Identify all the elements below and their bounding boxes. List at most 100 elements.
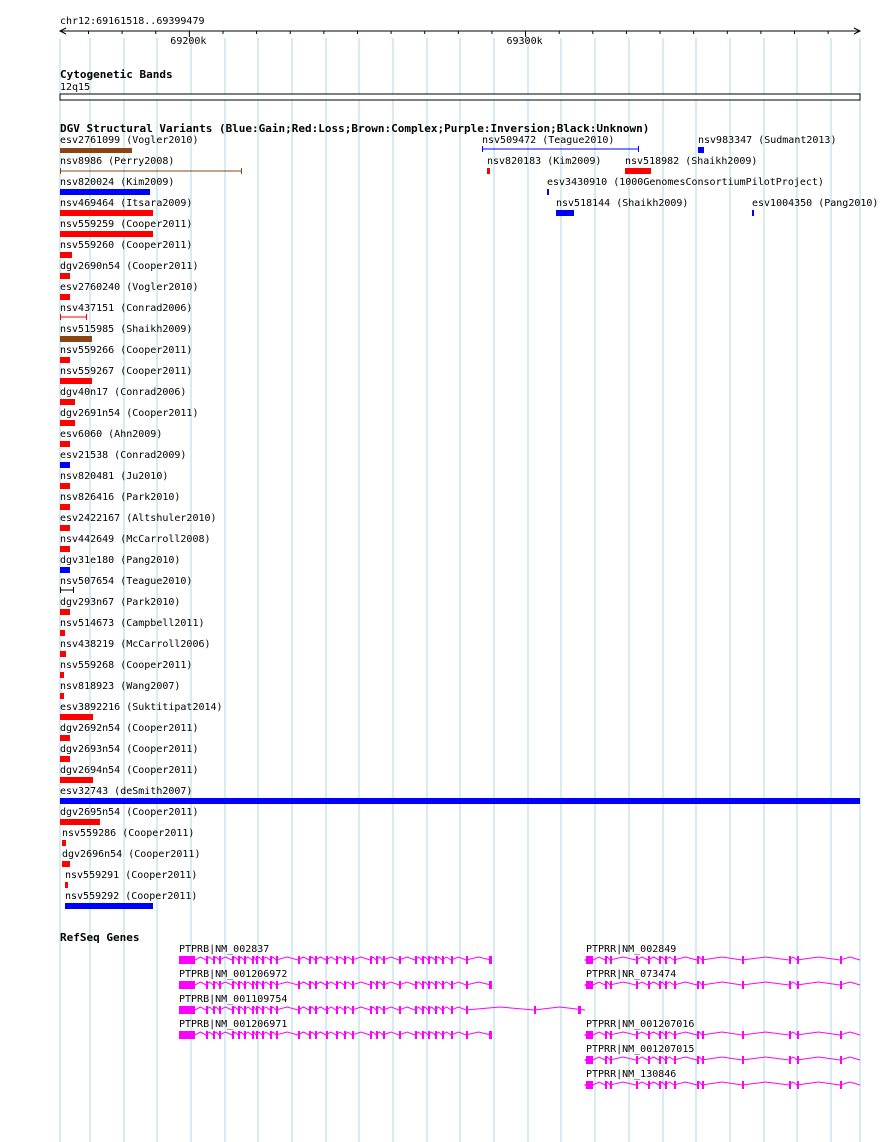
dgv-variant-label[interactable]: esv21538 (Conrad2009): [60, 450, 186, 461]
dgv-variant-label[interactable]: dgv31e180 (Pang2010): [60, 555, 180, 566]
dgv-variant-label[interactable]: nsv469464 (Itsara2009): [60, 198, 192, 209]
dgv-variant-label[interactable]: dgv2691n54 (Cooper2011): [60, 408, 198, 419]
dgv-variant-label[interactable]: nsv518982 (Shaikh2009): [625, 156, 757, 167]
dgv-variant-glyph[interactable]: [556, 210, 574, 216]
dgv-variant-glyph[interactable]: [60, 252, 72, 258]
dgv-variant-glyph[interactable]: [60, 210, 153, 216]
dgv-variant-label[interactable]: nsv559266 (Cooper2011): [60, 345, 192, 356]
dgv-variant-label[interactable]: esv3430910 (1000GenomesConsortiumPilotPr…: [547, 177, 824, 188]
dgv-variant-label[interactable]: nsv514673 (Campbell2011): [60, 618, 205, 629]
dgv-variant-glyph[interactable]: [60, 609, 70, 615]
ruler-right-arrow-icon[interactable]: [853, 27, 862, 35]
dgv-variant-label[interactable]: dgv2690n54 (Cooper2011): [60, 261, 198, 272]
dgv-variant-label[interactable]: dgv2695n54 (Cooper2011): [60, 807, 198, 818]
dgv-variant-label[interactable]: nsv509472 (Teague2010): [482, 135, 614, 146]
gene-glyph[interactable]: [179, 981, 492, 989]
dgv-variant-label[interactable]: nsv826416 (Park2010): [60, 492, 180, 503]
dgv-variant-label[interactable]: esv2761099 (Vogler2010): [60, 135, 198, 146]
dgv-variant-label[interactable]: nsv820481 (Ju2010): [60, 471, 168, 482]
dgv-variant-glyph[interactable]: [487, 168, 490, 174]
gene-glyph[interactable]: [179, 1006, 586, 1014]
dgv-variant-glyph[interactable]: [60, 504, 70, 510]
dgv-variant-label[interactable]: esv1004350 (Pang2010): [752, 198, 878, 209]
dgv-variant-label[interactable]: nsv515985 (Shaikh2009): [60, 324, 192, 335]
dgv-variant-glyph[interactable]: [60, 462, 70, 468]
dgv-variant-label[interactable]: nsv820183 (Kim2009): [487, 156, 601, 167]
dgv-variant-label[interactable]: nsv559267 (Cooper2011): [60, 366, 192, 377]
dgv-variant-label[interactable]: esv3892216 (Suktitipat2014): [60, 702, 223, 713]
dgv-variant-label[interactable]: nsv559291 (Cooper2011): [65, 870, 197, 881]
dgv-variant-label[interactable]: nsv559268 (Cooper2011): [60, 660, 192, 671]
dgv-variant-label[interactable]: nsv559260 (Cooper2011): [60, 240, 192, 251]
gene-label[interactable]: PTPRB|NM_002837: [179, 944, 269, 955]
gene-label[interactable]: PTPRR|NR_073474: [586, 969, 676, 980]
dgv-variant-glyph[interactable]: [60, 357, 70, 363]
dgv-variant-glyph[interactable]: [60, 798, 860, 804]
gene-glyph[interactable]: [583, 1056, 861, 1064]
dgv-variant-glyph[interactable]: [698, 147, 704, 153]
gene-glyph[interactable]: [179, 1031, 492, 1039]
dgv-variant-glyph[interactable]: [60, 651, 66, 657]
gene-glyph[interactable]: [583, 1031, 861, 1039]
gene-label[interactable]: PTPRR|NM_001207015: [586, 1044, 694, 1055]
dgv-variant-label[interactable]: nsv437151 (Conrad2006): [60, 303, 192, 314]
dgv-variant-glyph[interactable]: [60, 525, 70, 531]
cytoband-bar[interactable]: [59, 93, 861, 101]
gene-label[interactable]: PTPRB|NM_001109754: [179, 994, 287, 1005]
dgv-variant-label[interactable]: esv2760240 (Vogler2010): [60, 282, 198, 293]
gene-label[interactable]: PTPRR|NM_001207016: [586, 1019, 694, 1030]
dgv-variant-label[interactable]: dgv2696n54 (Cooper2011): [62, 849, 200, 860]
dgv-variant-glyph[interactable]: [60, 231, 153, 237]
ruler-left-arrow-icon[interactable]: [58, 27, 67, 35]
dgv-variant-glyph[interactable]: [752, 210, 754, 216]
dgv-variant-glyph[interactable]: [60, 756, 70, 762]
gene-glyph[interactable]: [583, 981, 861, 989]
dgv-variant-label[interactable]: nsv507654 (Teague2010): [60, 576, 192, 587]
dgv-variant-label[interactable]: dgv293n67 (Park2010): [60, 597, 180, 608]
gene-label[interactable]: PTPRB|NM_001206972: [179, 969, 287, 980]
dgv-variant-glyph[interactable]: [60, 314, 87, 320]
dgv-variant-glyph[interactable]: [60, 546, 70, 552]
dgv-variant-label[interactable]: nsv818923 (Wang2007): [60, 681, 180, 692]
dgv-variant-glyph[interactable]: [482, 146, 639, 152]
dgv-variant-glyph[interactable]: [547, 189, 549, 195]
dgv-variant-label[interactable]: esv32743 (deSmith2007): [60, 786, 192, 797]
dgv-variant-label[interactable]: nsv983347 (Sudmant2013): [698, 135, 836, 146]
dgv-variant-label[interactable]: dgv2694n54 (Cooper2011): [60, 765, 198, 776]
dgv-variant-glyph[interactable]: [60, 420, 75, 426]
dgv-variant-label[interactable]: nsv559292 (Cooper2011): [65, 891, 197, 902]
dgv-variant-glyph[interactable]: [60, 273, 70, 279]
dgv-variant-glyph[interactable]: [60, 693, 64, 699]
dgv-variant-label[interactable]: dgv2692n54 (Cooper2011): [60, 723, 198, 734]
dgv-variant-glyph[interactable]: [62, 861, 70, 867]
dgv-variant-glyph[interactable]: [60, 168, 242, 174]
dgv-variant-glyph[interactable]: [60, 714, 93, 720]
dgv-variant-glyph[interactable]: [60, 630, 65, 636]
dgv-variant-glyph[interactable]: [60, 587, 74, 593]
gene-glyph[interactable]: [583, 1081, 861, 1089]
dgv-variant-glyph[interactable]: [60, 441, 70, 447]
dgv-variant-glyph[interactable]: [60, 399, 75, 405]
dgv-variant-label[interactable]: nsv559286 (Cooper2011): [62, 828, 194, 839]
gene-label[interactable]: PTPRB|NM_001206971: [179, 1019, 287, 1030]
dgv-variant-glyph[interactable]: [60, 735, 70, 741]
gene-glyph[interactable]: [583, 956, 861, 964]
dgv-variant-label[interactable]: nsv559259 (Cooper2011): [60, 219, 192, 230]
dgv-variant-label[interactable]: dgv40n17 (Conrad2006): [60, 387, 186, 398]
gene-label[interactable]: PTPRR|NM_002849: [586, 944, 676, 955]
dgv-variant-glyph[interactable]: [60, 567, 70, 573]
dgv-variant-glyph[interactable]: [60, 378, 92, 384]
gene-label[interactable]: PTPRR|NM_130846: [586, 1069, 676, 1080]
dgv-variant-glyph[interactable]: [60, 483, 70, 489]
dgv-variant-glyph[interactable]: [60, 819, 100, 825]
dgv-variant-label[interactable]: nsv518144 (Shaikh2009): [556, 198, 688, 209]
dgv-variant-glyph[interactable]: [60, 294, 70, 300]
dgv-variant-glyph[interactable]: [60, 148, 132, 153]
dgv-variant-glyph[interactable]: [625, 168, 651, 174]
dgv-variant-glyph[interactable]: [65, 882, 68, 888]
gene-glyph[interactable]: [179, 956, 492, 964]
dgv-variant-glyph[interactable]: [60, 336, 92, 342]
dgv-variant-glyph[interactable]: [60, 777, 93, 783]
dgv-variant-label[interactable]: nsv442649 (McCarroll2008): [60, 534, 211, 545]
dgv-variant-label[interactable]: dgv2693n54 (Cooper2011): [60, 744, 198, 755]
